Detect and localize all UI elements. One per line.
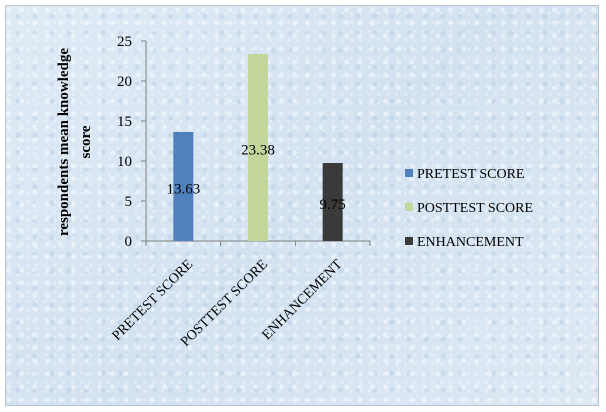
x-tick-label: ENHANCEMENT [260, 257, 346, 343]
data-label: 9.75 [320, 197, 346, 213]
bar-posttest-score [248, 53, 268, 242]
y-axis-title-line1: respondents mean knowledge [56, 48, 72, 236]
y-tick-label: 20 [117, 74, 132, 90]
y-tick-label: 5 [125, 194, 133, 210]
legend-label: PRETEST SCORE [417, 167, 525, 182]
bar-enhancement [322, 163, 343, 241]
y-axis-title-line2: score [78, 125, 94, 158]
y-axis-title: respondents mean knowledge score [56, 48, 94, 236]
y-tick-label: 25 [117, 34, 132, 50]
data-labels: 13.63 23.38 9.75 [166, 142, 345, 213]
bars [173, 53, 343, 242]
legend-swatch [405, 237, 413, 245]
legend: PRETEST SCORE POSTTEST SCORE ENHANCEMENT [405, 167, 533, 250]
data-label: 23.38 [241, 142, 275, 158]
y-tick-label: 15 [117, 114, 132, 130]
legend-swatch [405, 169, 413, 177]
y-tick-label: 0 [125, 234, 133, 250]
data-label: 13.63 [166, 181, 200, 197]
bar-pretest-score [173, 131, 194, 241]
x-tick-label: PRETEST SCORE [110, 257, 197, 344]
legend-label: ENHANCEMENT [417, 235, 524, 250]
legend-label: POSTTEST SCORE [417, 201, 533, 216]
chart-area [5, 5, 599, 406]
legend-swatch [405, 203, 413, 211]
y-tick-label: 10 [117, 154, 132, 170]
